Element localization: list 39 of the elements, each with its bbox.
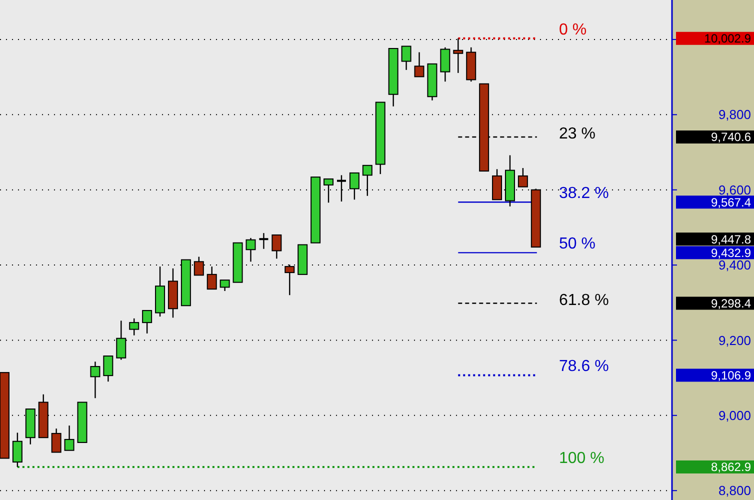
y-tick-label: 9,200 [718, 332, 751, 348]
candlestick [518, 167, 528, 188]
candlestick [349, 172, 360, 200]
candlestick [103, 355, 114, 382]
candlestick [414, 52, 424, 78]
annotation: 23 % [559, 126, 596, 143]
candlestick [206, 266, 217, 290]
candlestick [220, 279, 230, 292]
candlestick [272, 234, 282, 260]
annotation: 61.8 % [559, 292, 609, 309]
y-tick-label: 8,800 [718, 483, 751, 498]
text: 9,106.9 [710, 368, 752, 382]
y-tick-label: 9,000 [718, 408, 751, 423]
y-tick-label: 9,400 [718, 258, 751, 273]
annotation: 100 % [559, 450, 604, 467]
annotation: 78.6 % [559, 358, 609, 376]
text: 9,447.8 [710, 232, 752, 246]
y-tick-label: 9,800 [718, 107, 751, 122]
candlestick [64, 424, 74, 451]
candlestick [129, 318, 140, 336]
text: 8,862.9 [710, 460, 752, 474]
candlestick [246, 237, 256, 262]
annotation: 50 % [559, 236, 596, 253]
candlestick [259, 232, 268, 250]
candlestick [90, 361, 100, 399]
text: 9,740.6 [710, 130, 752, 144]
text: 9,432.9 [710, 246, 752, 260]
candlestick [440, 46, 450, 82]
candlestick [51, 428, 62, 453]
text: 10,002.9 [704, 32, 752, 46]
text: 9,298.4 [710, 296, 752, 310]
annotation: 0 % [559, 21, 587, 38]
candlestick [12, 432, 22, 468]
y-tick-label: 9,600 [718, 182, 751, 198]
annotation: 38.2 % [559, 185, 609, 202]
candlestick [401, 46, 412, 71]
candlestick [492, 168, 502, 200]
text: 9,567.4 [710, 195, 752, 210]
candlestick [142, 310, 152, 334]
